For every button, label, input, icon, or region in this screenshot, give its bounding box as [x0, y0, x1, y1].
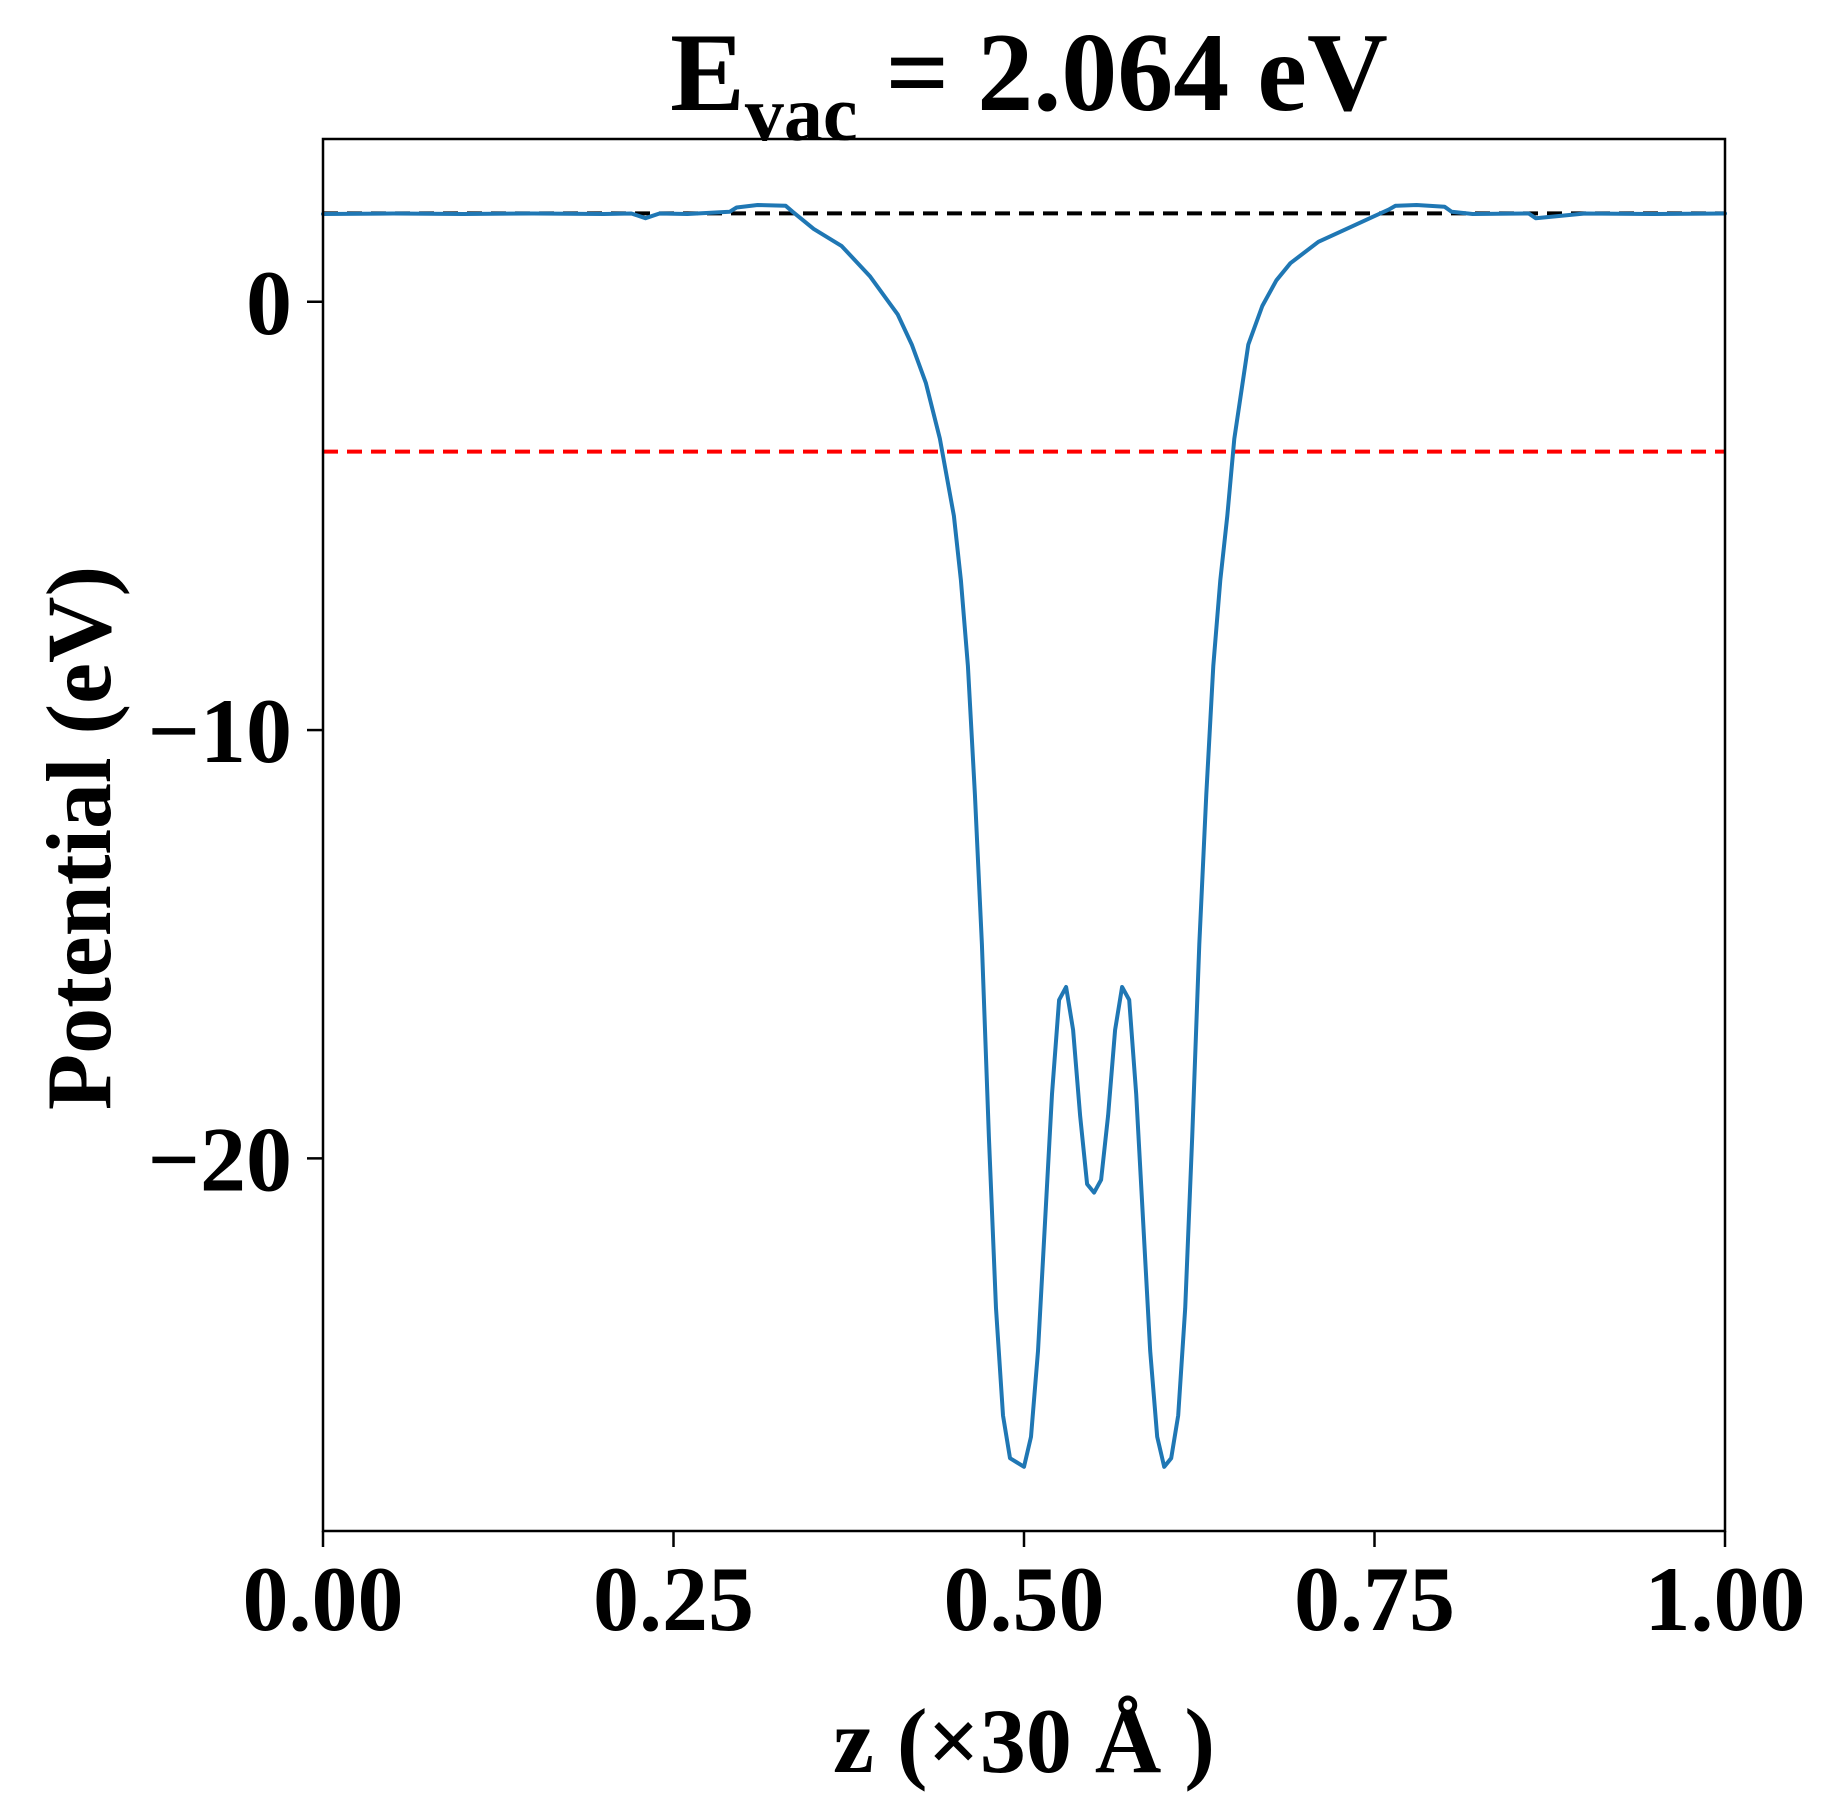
reference-lines [323, 211, 1725, 454]
x-axis-label: z (×30 Å ) [833, 1690, 1215, 1792]
x-tick-label: 0.00 [243, 1548, 404, 1650]
y-axis-ticks: 0 −10 −20 [148, 252, 323, 1210]
x-tick-label: 0.25 [593, 1548, 754, 1650]
y-axis-label: Potential (eV) [28, 566, 130, 1110]
x-axis-ticks: 0.00 0.25 0.50 0.75 1.00 [243, 1531, 1806, 1650]
y-tick-label: −20 [148, 1108, 292, 1210]
x-tick-label: 1.00 [1645, 1548, 1806, 1650]
potential-series-line [321, 203, 1727, 1469]
chart-title: Evac = 2.064 eV [670, 11, 1388, 157]
y-tick-label: −10 [148, 680, 292, 782]
y-tick-label: 0 [246, 252, 292, 354]
series-layer [321, 203, 1727, 1469]
x-tick-label: 0.75 [1294, 1548, 1455, 1650]
x-tick-label: 0.50 [944, 1548, 1105, 1650]
